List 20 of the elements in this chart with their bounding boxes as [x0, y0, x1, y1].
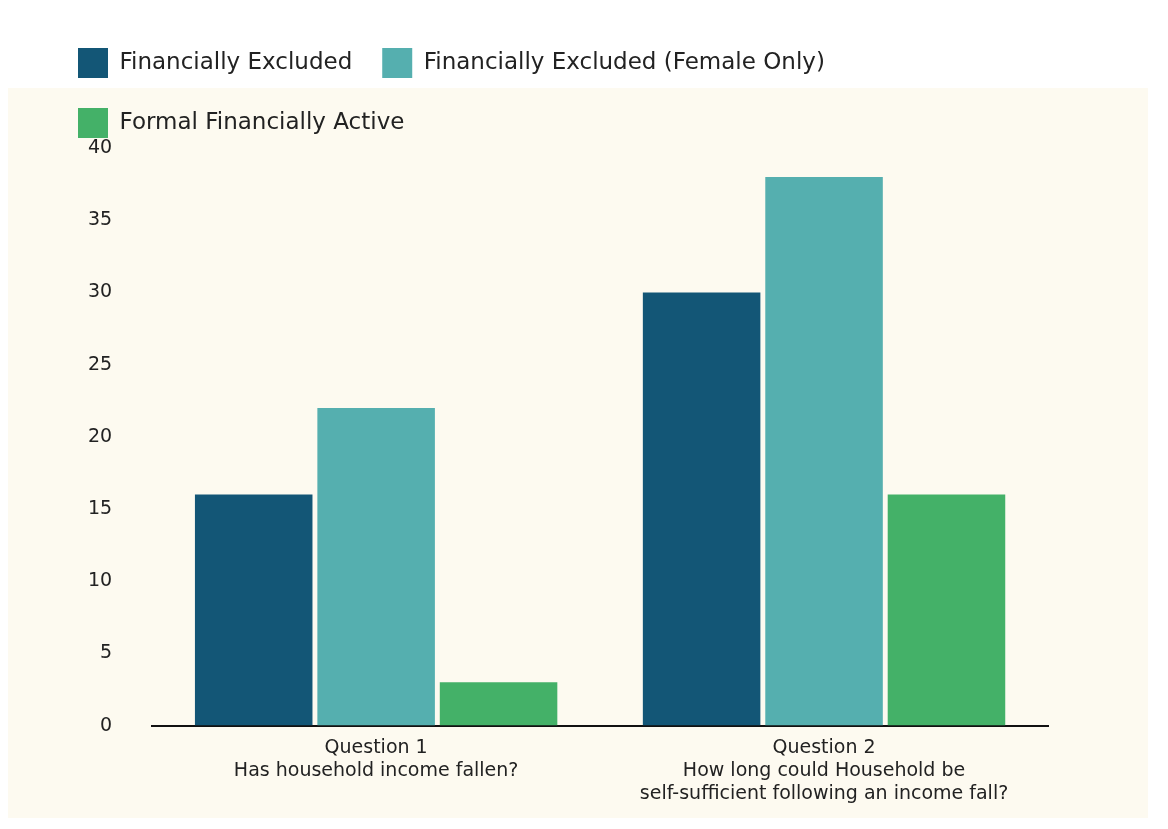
- y-tick-label: 5: [100, 640, 113, 663]
- bar: [439, 682, 558, 726]
- legend-label: Financially Excluded (Female Only): [423, 47, 825, 74]
- bar: [765, 176, 883, 726]
- bar: [887, 494, 1006, 726]
- legend-label: Financially Excluded: [119, 47, 353, 74]
- bar: [194, 494, 313, 726]
- y-tick-label: 40: [87, 134, 113, 157]
- bar: [642, 292, 761, 726]
- y-tick-label: 35: [87, 207, 113, 230]
- x-tick-label: Question 2 How long could Household be self-sufficient following an income fall?: [639, 734, 1009, 803]
- legend-label: Formal Financially Active: [119, 107, 405, 134]
- y-tick-label: 25: [87, 351, 113, 374]
- bar: [317, 407, 435, 726]
- y-tick-label: 15: [87, 495, 113, 518]
- x-tick-label: Question 1 Has household income fallen?: [233, 734, 519, 780]
- y-tick-label: 30: [87, 279, 113, 302]
- y-tick-label: 10: [87, 568, 113, 591]
- y-tick-label: 20: [87, 423, 113, 446]
- y-tick-label: 0: [100, 712, 113, 735]
